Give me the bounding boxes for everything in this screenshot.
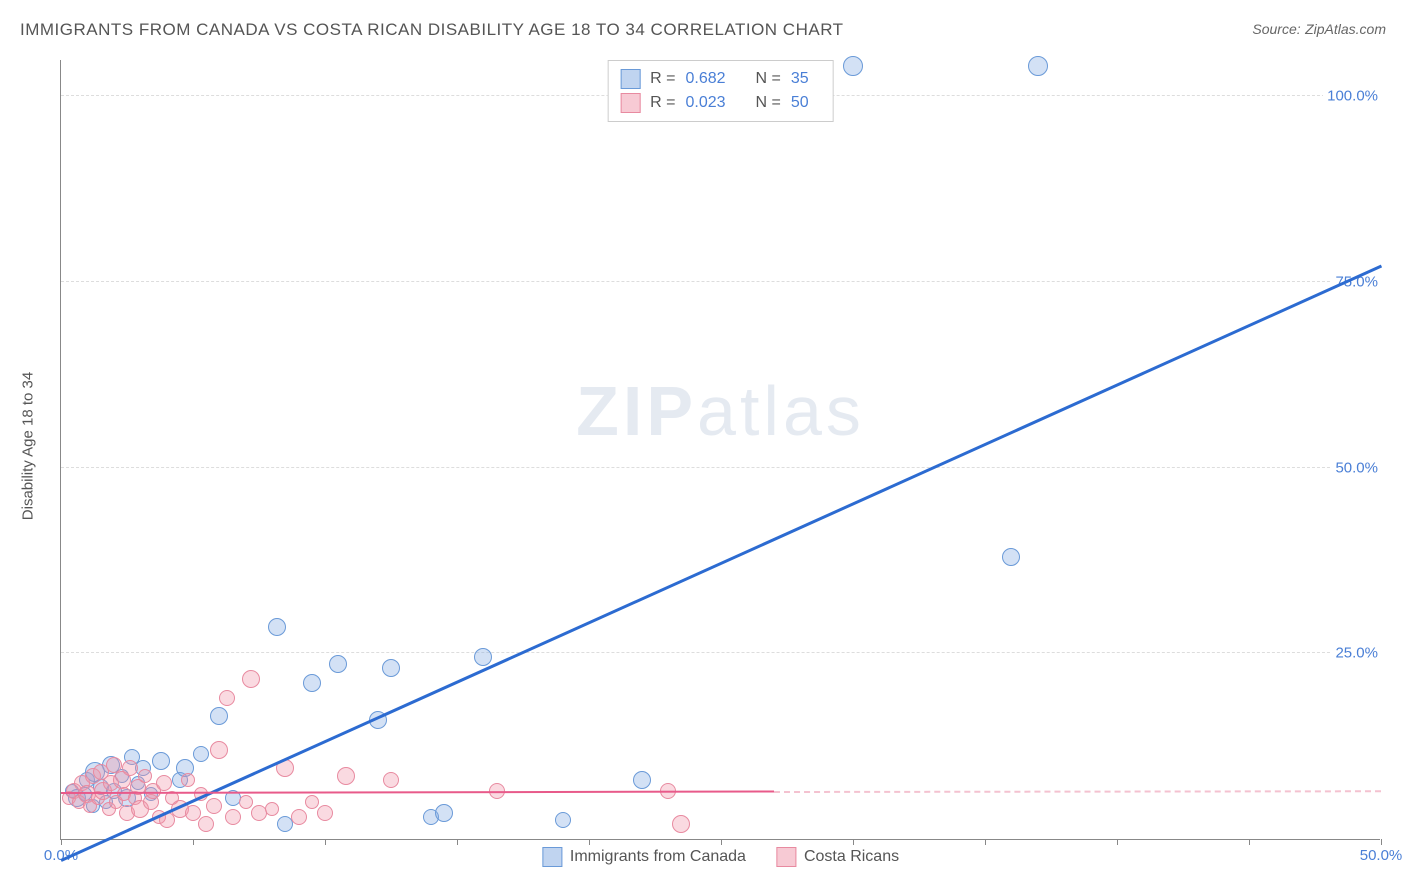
data-point [210, 707, 228, 725]
data-point [219, 690, 235, 706]
scatter-plot: ZIPatlas R = 0.682 N = 35 R = 0.023 N = … [60, 60, 1380, 840]
x-tick-label: 50.0% [1360, 847, 1403, 864]
data-point [198, 816, 214, 832]
r-value-pink: 0.023 [686, 94, 746, 112]
data-point [329, 655, 347, 673]
x-tick [325, 839, 326, 845]
title-bar: IMMIGRANTS FROM CANADA VS COSTA RICAN DI… [20, 20, 1386, 40]
correlation-legend: R = 0.682 N = 35 R = 0.023 N = 50 [607, 60, 834, 122]
x-tick [1117, 839, 1118, 845]
x-tick [985, 839, 986, 845]
data-point [181, 773, 195, 787]
legend-row-pink: R = 0.023 N = 50 [620, 91, 821, 115]
data-point [337, 767, 355, 785]
data-point [156, 775, 172, 791]
x-tick [589, 839, 590, 845]
data-point [193, 746, 209, 762]
x-tick [61, 839, 62, 845]
n-label: N = [756, 70, 781, 88]
legend-swatch-pink-icon [776, 847, 796, 867]
legend-label-blue: Immigrants from Canada [570, 848, 746, 866]
x-tick [457, 839, 458, 845]
source-attribution: Source: ZipAtlas.com [1252, 21, 1386, 39]
n-label: N = [756, 94, 781, 112]
r-label: R = [650, 70, 675, 88]
trend-line [774, 790, 1381, 793]
data-point [474, 648, 492, 666]
data-point [152, 752, 170, 770]
legend-swatch-blue-icon [542, 847, 562, 867]
data-point [435, 804, 453, 822]
x-tick [1381, 839, 1382, 845]
legend-row-blue: R = 0.682 N = 35 [620, 67, 821, 91]
data-point [185, 805, 201, 821]
trend-line [60, 265, 1381, 862]
data-point [383, 772, 399, 788]
legend-label-pink: Costa Ricans [804, 848, 899, 866]
y-tick-label: 50.0% [1331, 459, 1382, 476]
x-tick [1249, 839, 1250, 845]
y-tick-label: 100.0% [1323, 88, 1382, 105]
r-value-blue: 0.682 [686, 70, 746, 88]
r-label: R = [650, 94, 675, 112]
data-point [138, 769, 152, 783]
n-value-pink: 50 [791, 94, 821, 112]
n-value-blue: 35 [791, 70, 821, 88]
gridline [61, 281, 1380, 282]
data-point [382, 659, 400, 677]
data-point [317, 805, 333, 821]
y-tick-label: 25.0% [1331, 645, 1382, 662]
data-point [122, 760, 138, 776]
data-point [843, 56, 863, 76]
data-point [239, 795, 253, 809]
chart-title: IMMIGRANTS FROM CANADA VS COSTA RICAN DI… [20, 20, 844, 40]
x-tick [853, 839, 854, 845]
source-label: Source: [1252, 21, 1300, 37]
data-point [555, 812, 571, 828]
data-point [291, 809, 307, 825]
series-legend: Immigrants from Canada Costa Ricans [542, 847, 899, 867]
data-point [305, 795, 319, 809]
source-name: ZipAtlas.com [1305, 21, 1386, 37]
legend-swatch-blue [620, 69, 640, 89]
data-point [265, 802, 279, 816]
data-point [672, 815, 690, 833]
data-point [268, 618, 286, 636]
data-point [225, 809, 241, 825]
data-point [633, 771, 651, 789]
data-point [1028, 56, 1048, 76]
x-tick [721, 839, 722, 845]
data-point [206, 798, 222, 814]
data-point [242, 670, 260, 688]
legend-item-blue: Immigrants from Canada [542, 847, 746, 867]
legend-swatch-pink [620, 93, 640, 113]
gridline [61, 467, 1380, 468]
legend-item-pink: Costa Ricans [776, 847, 899, 867]
data-point [303, 674, 321, 692]
x-tick [193, 839, 194, 845]
watermark: ZIPatlas [576, 371, 865, 451]
data-point [210, 741, 228, 759]
data-point [1002, 548, 1020, 566]
gridline [61, 652, 1380, 653]
y-axis-label: Disability Age 18 to 34 [20, 372, 37, 520]
